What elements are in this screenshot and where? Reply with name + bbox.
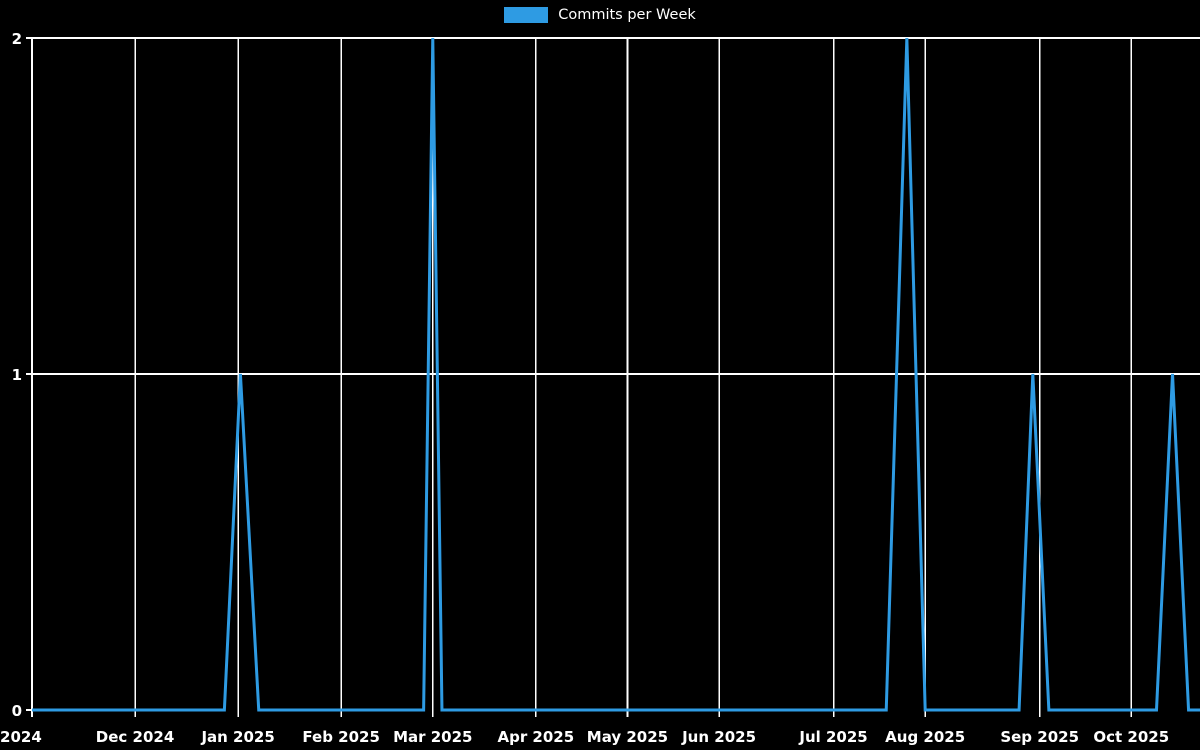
series-lines: [32, 37, 1200, 712]
series-line-commits-per-week: [32, 37, 1200, 712]
legend-label-commits: Commits per Week: [558, 7, 696, 23]
y-axis-tick-label: 0: [12, 702, 22, 720]
x-axis-tick-label: Jul 2025: [798, 728, 867, 746]
x-axis-tick-label: Jun 2025: [681, 728, 756, 746]
x-axis-tick-label: May 2025: [587, 728, 668, 746]
x-axis-tick-label: Apr 2025: [497, 728, 574, 746]
x-axis-tick-label: Mar 2025: [393, 728, 472, 746]
x-axis-tick-label: Sep 2025: [1000, 728, 1079, 746]
x-axis-tick-label: Oct 2025: [1093, 728, 1169, 746]
gridlines: [32, 37, 1200, 710]
x-axis-tick-labels: Nov 2024 Dec 2024 Jan 2025 Feb 2025 Mar 2025…: [0, 728, 1169, 746]
y-axis-tick-label: 1: [12, 366, 22, 384]
y-axis-tick-label: 2: [12, 30, 22, 48]
x-axis-tick-label: Dec 2024: [96, 728, 175, 746]
chart-legend: Commits per Week: [0, 0, 1200, 30]
axis-lines: [26, 37, 1133, 717]
x-axis-tick-label: Feb 2025: [302, 728, 380, 746]
legend-swatch-commits: [504, 7, 549, 23]
x-axis-tick-label: Jan 2025: [200, 728, 274, 746]
x-axis-tick-label: Aug 2025: [885, 728, 965, 746]
x-axis-tick-label: Nov 2024: [0, 728, 42, 746]
y-axis-tick-labels: 0 1 2: [12, 30, 22, 720]
